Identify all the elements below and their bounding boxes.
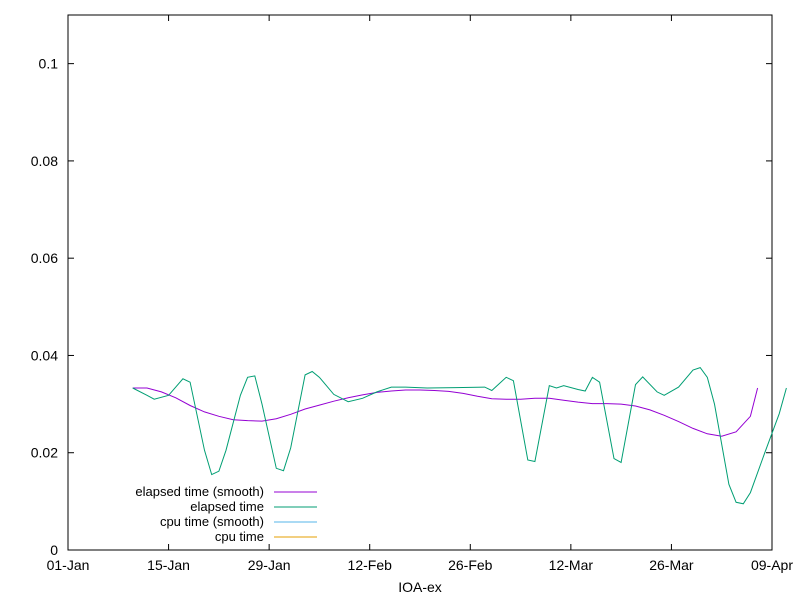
x-tick-label: 12-Feb	[348, 557, 393, 573]
x-tick-label: 29-Jan	[248, 557, 291, 573]
series-group	[132, 367, 787, 505]
y-tick-label: 0.04	[31, 347, 58, 363]
legend-label-cpu-time-smooth: cpu time (smooth)	[160, 514, 264, 529]
y-tick-label: 0.06	[31, 250, 58, 266]
plot-border	[67, 14, 773, 551]
y-tick-label: 0.1	[39, 56, 59, 72]
y-tick-label: 0.08	[31, 153, 58, 169]
y-tick-label: 0	[50, 542, 58, 558]
x-tick-label: 12-Mar	[549, 557, 594, 573]
x-axis-title: IOA-ex	[398, 579, 442, 595]
x-axis: 01-Jan 15-Jan 29-Jan 12-Feb 26-Feb 12-Mar 26-M…	[47, 15, 793, 573]
legend-label-elapsed-time: elapsed time	[190, 499, 264, 514]
series-line-elapsed-time	[132, 367, 787, 505]
x-tick-label: 26-Mar	[649, 557, 694, 573]
series-line-elapsed-time-smooth	[132, 387, 759, 437]
x-tick-label: 26-Feb	[448, 557, 493, 573]
x-tick-label: 15-Jan	[147, 557, 190, 573]
legend-label-cpu-time: cpu time	[215, 529, 264, 544]
x-tick-label: 09-Apr	[751, 557, 793, 573]
legend-label-elapsed-time-smooth: elapsed time (smooth)	[135, 484, 264, 499]
x-tick-label: 01-Jan	[47, 557, 90, 573]
y-tick-label: 0.02	[31, 445, 58, 461]
y-axis: 0 0.02 0.04 0.06 0.08 0.1	[31, 56, 772, 558]
